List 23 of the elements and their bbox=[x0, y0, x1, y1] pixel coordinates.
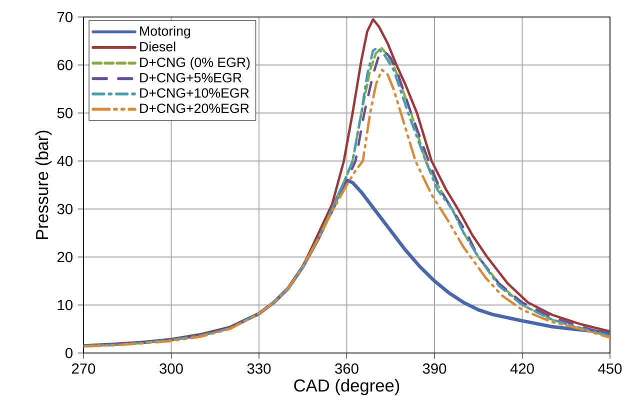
legend-label: D+CNG+20%EGR bbox=[140, 104, 249, 114]
x-tick-label: 390 bbox=[422, 363, 446, 374]
x-tick-label: 420 bbox=[510, 363, 534, 374]
legend-label: D+CNG+10%EGR bbox=[140, 88, 249, 98]
legend-label: D+CNG+5%EGR bbox=[140, 72, 242, 82]
y-tick-label: 30 bbox=[57, 204, 73, 214]
x-tick-label: 300 bbox=[160, 363, 183, 374]
y-tick-label: 40 bbox=[57, 156, 73, 166]
x-tick-label: 330 bbox=[247, 363, 271, 374]
y-tick-label: 0 bbox=[66, 348, 73, 358]
y-axis-title: Pressure (bar) bbox=[35, 130, 52, 239]
y-tick-label: 70 bbox=[58, 12, 73, 22]
legend-label: D+CNG (0% EGR) bbox=[140, 57, 250, 70]
y-tick-label: 60 bbox=[58, 60, 73, 70]
y-tick-label: 20 bbox=[58, 252, 73, 262]
y-tick-label: 10 bbox=[58, 300, 73, 310]
x-tick-label: 270 bbox=[72, 363, 96, 374]
x-tick-label: 360 bbox=[335, 363, 358, 374]
x-tick-label: 450 bbox=[598, 363, 622, 374]
y-tick-label: 50 bbox=[57, 108, 73, 118]
legend-label: Motoring bbox=[140, 26, 190, 38]
x-axis-title: CAD (degree) bbox=[294, 378, 400, 396]
legend-label: Diesel bbox=[140, 42, 176, 52]
